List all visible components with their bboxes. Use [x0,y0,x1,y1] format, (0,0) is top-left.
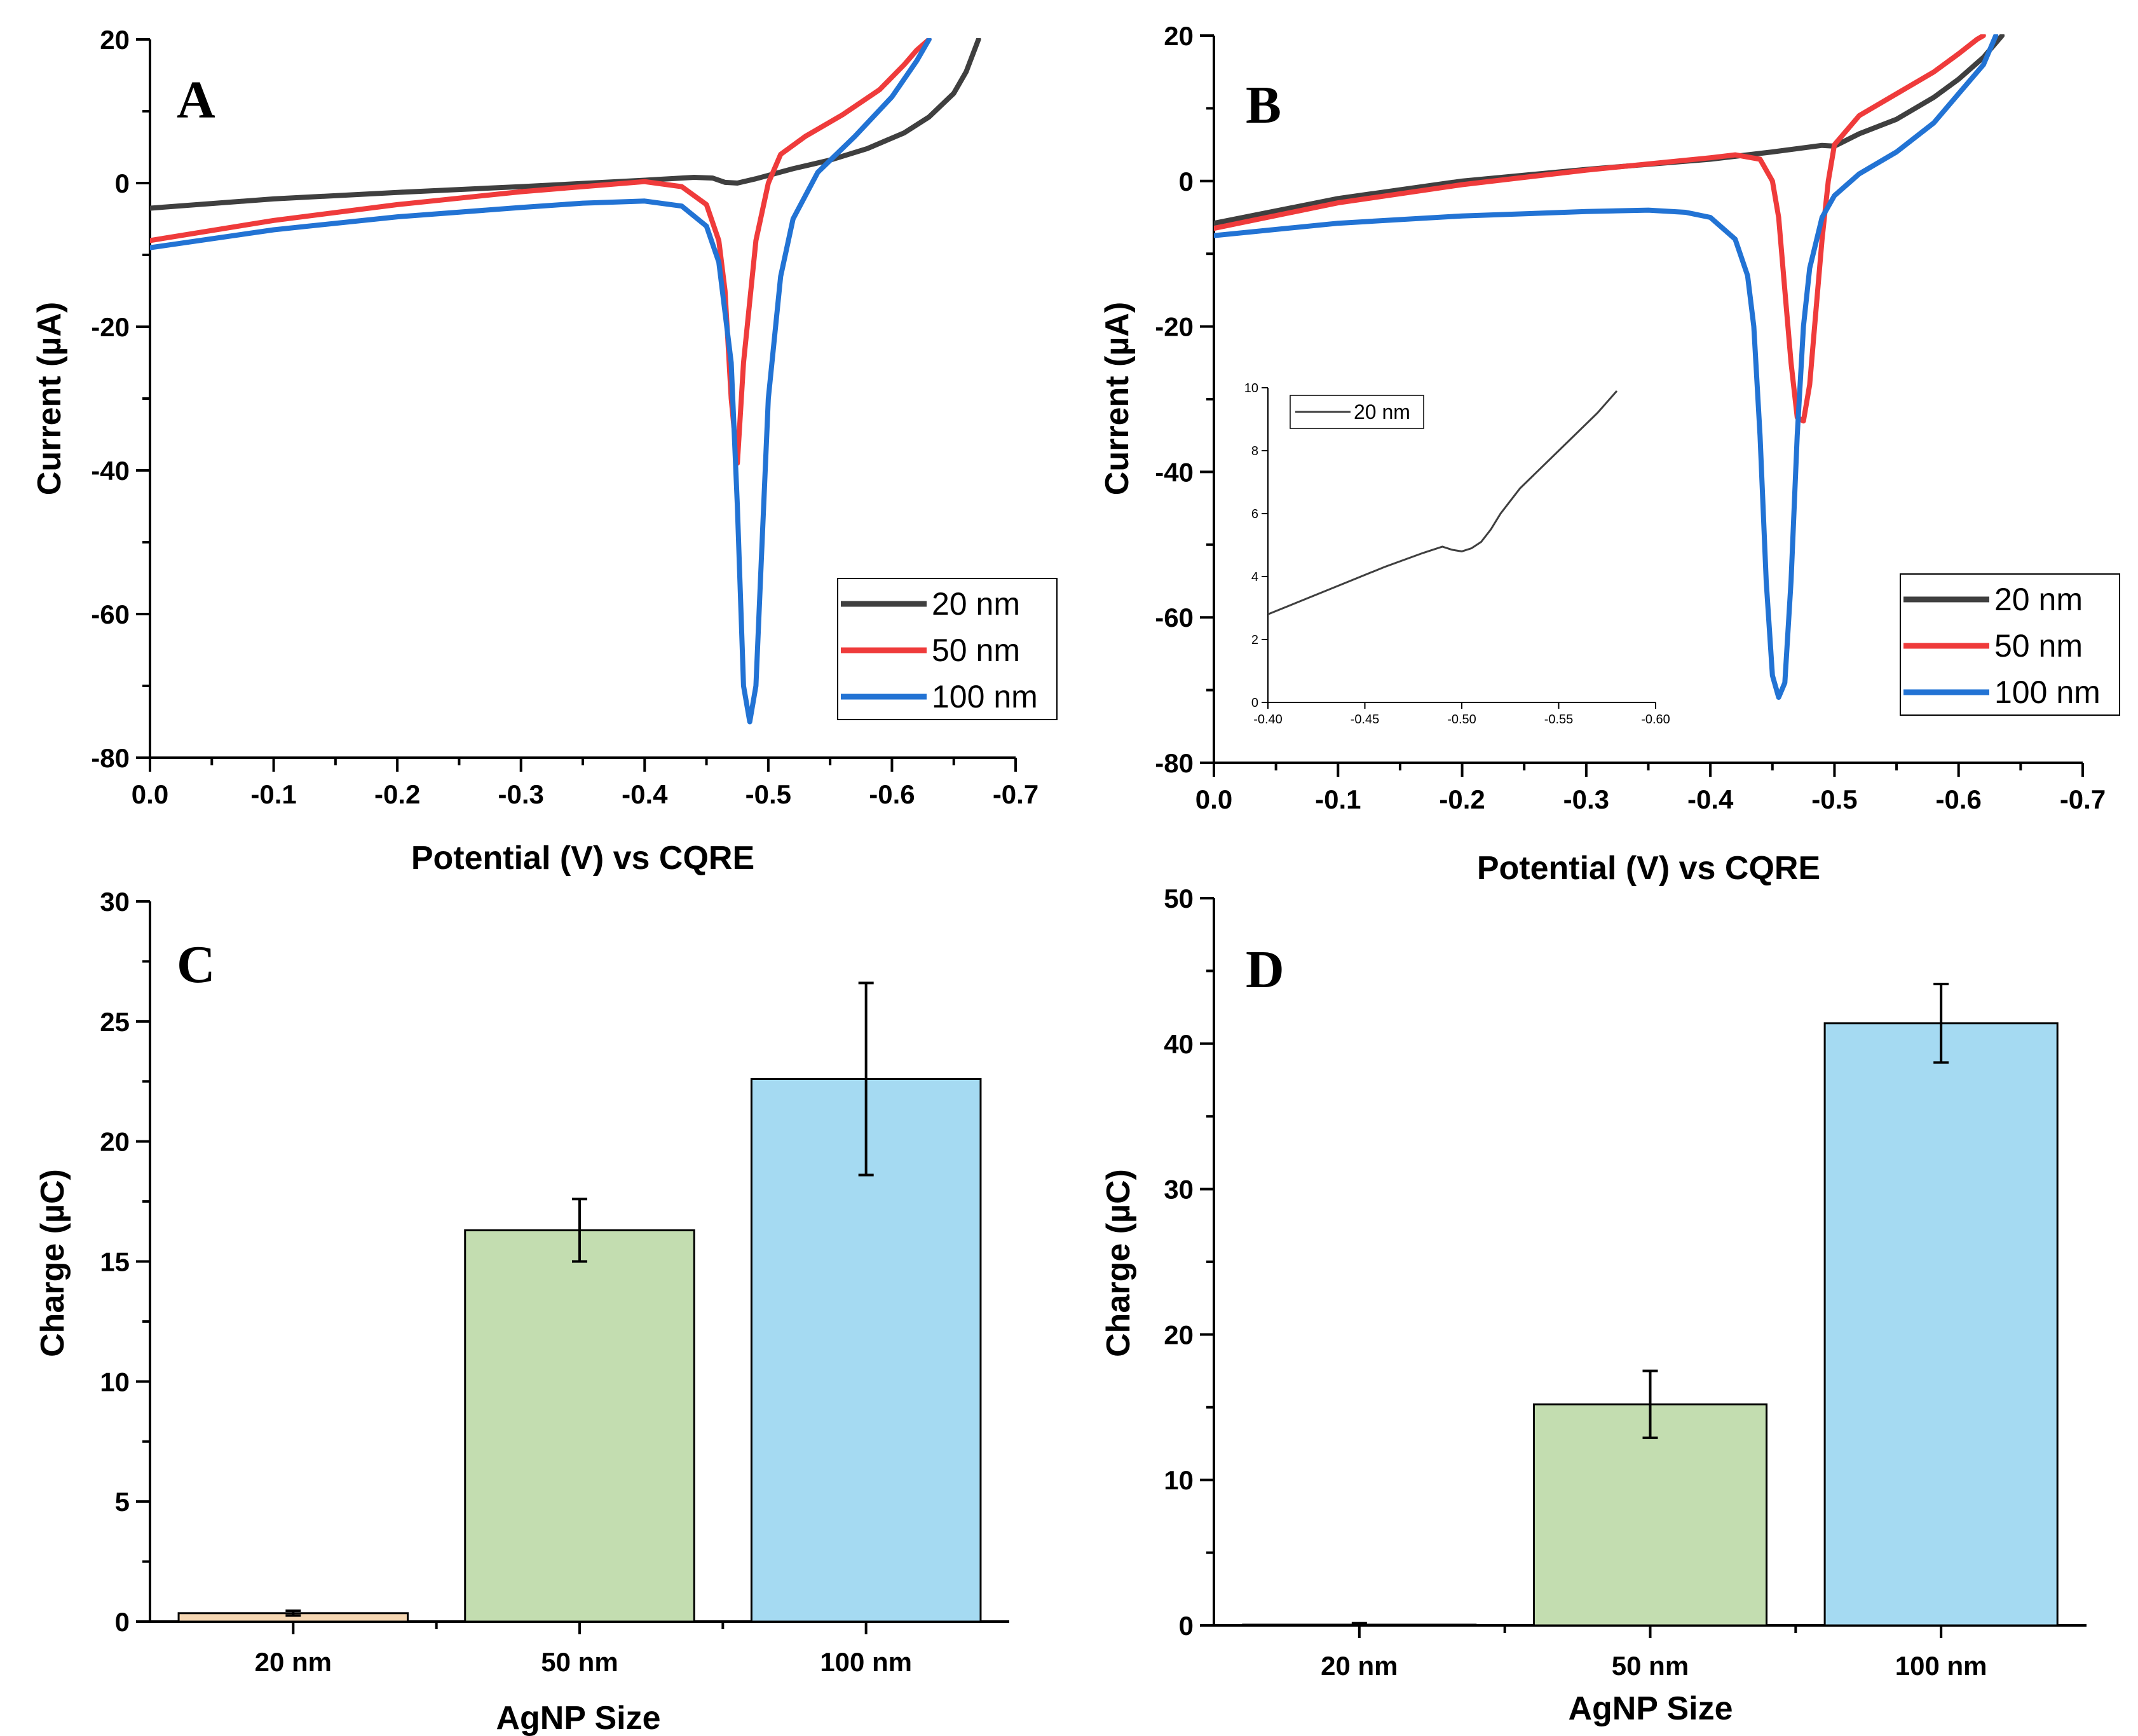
legend-label: 50 nm [932,632,1020,668]
panel-letter: D [1246,940,1284,999]
inset-x-tick-label: -0.40 [1253,713,1283,727]
plot-area [150,38,981,725]
y-tick-label: 30 [100,887,130,917]
y-tick-label: -40 [91,456,130,486]
y-tick-label: -60 [1155,603,1194,632]
bar-50-nm [464,1229,695,1623]
x-tick-label: 100 nm [820,1647,912,1677]
series-line-20-nm [150,38,981,211]
legend-label: 50 nm [1994,628,2083,664]
y-tick-label: -20 [91,312,130,342]
inset-x-tick-label: -0.60 [1641,713,1670,727]
y-tick-label: 5 [115,1487,130,1517]
plot-area [1214,34,2005,700]
panel-letter: B [1246,76,1281,135]
inset-y-tick-label: 0 [1251,696,1258,710]
y-tick-label: 15 [100,1247,130,1277]
x-tick-label: -0.1 [250,779,296,809]
bar-100-nm [1823,1022,2059,1627]
y-tick-label: 10 [100,1367,130,1397]
legend-label: 100 nm [1994,674,2101,710]
panel-b: 0.0 -0.1 -0.2 -0.3 -0.4 -0.5 -0.6 -0.7200-20-40… [1099,21,2120,887]
x-tick-label: -0.3 [1563,784,1609,814]
y-tick-label: 0 [115,168,130,198]
x-tick-label: 20 nm [255,1647,332,1677]
y-tick-label: -60 [91,599,130,629]
legend-label: 20 nm [1994,582,2083,617]
y-tick-label: -80 [91,743,130,773]
y-tick-label: 20 [1164,1320,1194,1350]
x-tick-label: -0.7 [2060,784,2106,814]
x-tick-label: 0.0 [1195,784,1232,814]
y-tick-label: 20 [100,25,130,55]
panel-letter: A [177,71,215,130]
x-tick-label: -0.6 [869,779,915,809]
inset-y-tick-label: 2 [1251,633,1258,647]
x-axis-title: AgNP Size [1568,1690,1733,1727]
inset-x-tick-label: -0.50 [1447,713,1476,727]
y-tick-label: 25 [100,1007,130,1037]
x-tick-label: -0.3 [498,779,544,809]
y-tick-label: 0 [1179,1611,1194,1641]
x-tick-label: -0.6 [1936,784,1982,814]
y-tick-label: 20 [100,1127,130,1157]
x-tick-label: -0.4 [1687,784,1734,814]
inset-y-tick-label: 4 [1251,570,1258,584]
inset-x-tick-label: -0.55 [1544,713,1574,727]
y-tick-label: 30 [1164,1175,1194,1205]
x-tick-label: -0.5 [1811,784,1857,814]
y-axis-title: Charge (µC) [34,1169,71,1357]
x-tick-label: -0.7 [993,779,1038,809]
x-axis-title: Potential (V) vs CQRE [411,840,754,877]
x-tick-label: 100 nm [1895,1651,1987,1681]
y-axis-title: Current (µA) [1099,302,1136,495]
panel-a: 0.0 -0.1 -0.2 -0.3 -0.4 -0.5 -0.6 -0.7 20 0 -20 -40… [31,25,1058,877]
y-axis-title: Current (µA) [31,302,68,495]
y-tick-label: 10 [1164,1465,1194,1495]
panel-c: 0 5 10 15 20 25 30 20 nm 50 nm 100 nm C AgNP Size Ch… [34,887,1009,1736]
inset-y-tick-label: 6 [1251,507,1258,521]
x-tick-label: 50 nm [1612,1651,1689,1681]
x-tick-label: -0.4 [622,779,668,809]
panel-letter: C [177,935,215,994]
y-tick-label: -80 [1155,748,1194,778]
inset-y-tick-label: 8 [1251,444,1258,458]
y-tick-label: 20 [1164,21,1194,51]
inset-x-tick-label: -0.45 [1351,713,1380,727]
y-tick-label: 0 [1179,167,1194,196]
x-tick-label: -0.2 [374,779,420,809]
bar-50-nm [1532,1403,1768,1627]
series-line-100-nm [1214,34,1999,700]
x-axis-title: AgNP Size [496,1700,660,1736]
inset-series-line [1267,390,1618,615]
series-line-100-nm [150,38,932,725]
inset-y-tick-label: 10 [1244,381,1258,395]
legend-label: 100 nm [932,679,1038,714]
y-tick-label: -20 [1155,312,1194,342]
y-tick-label: 0 [115,1607,130,1637]
series-line-20-nm [1214,34,2005,226]
x-tick-label: -0.1 [1315,784,1361,814]
inset-legend-label: 20 nm [1354,400,1410,423]
x-axis-title: Potential (V) vs CQRE [1477,850,1820,887]
y-axis-title: Charge (µC) [1100,1169,1137,1357]
y-tick-label: 50 [1164,884,1194,913]
x-tick-label: -0.2 [1439,784,1485,814]
inset-chart: -0.40 -0.45 -0.50 -0.55 -0.60 0 2 4 6 8 10 20 nm [1244,381,1670,727]
y-tick-label: -40 [1155,457,1194,487]
x-tick-label: -0.5 [746,779,791,809]
x-tick-label: 50 nm [541,1647,618,1677]
panel-d: 0 10 20 30 40 50 20 nm 50 nm 100 nm D AgNP Size Cha… [1100,884,2087,1727]
legend-label: 20 nm [932,586,1020,622]
x-tick-label: 20 nm [1321,1651,1398,1681]
x-tick-label: 0.0 [132,779,168,809]
y-tick-label: 40 [1164,1029,1194,1059]
